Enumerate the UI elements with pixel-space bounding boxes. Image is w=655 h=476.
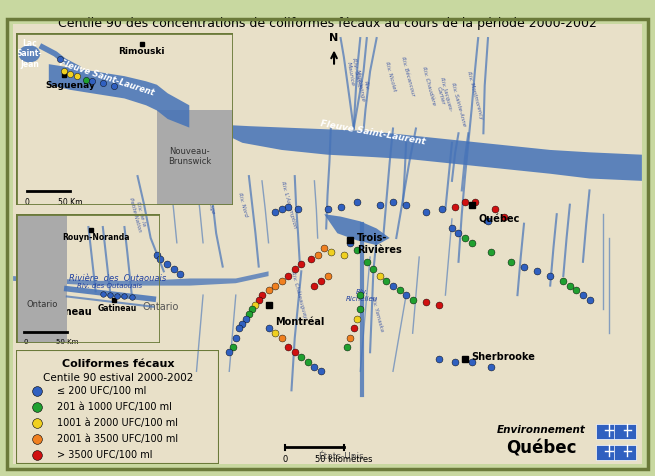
Text: Lac
Saint-
Jean: Lac Saint- Jean <box>16 39 42 69</box>
Text: Riv. Chaudière: Riv. Chaudière <box>421 66 437 106</box>
FancyBboxPatch shape <box>614 424 637 439</box>
FancyBboxPatch shape <box>596 424 618 439</box>
Text: Riv. Châteauguay: Riv. Châteauguay <box>290 271 309 319</box>
Text: Riv. Rouge: Riv. Rouge <box>204 185 215 215</box>
Text: Riv. Saint-
Maurice: Riv. Saint- Maurice <box>346 57 362 90</box>
Text: Riv.
Maskinongé: Riv. Maskinongé <box>355 69 372 103</box>
Text: 1001 à 2000 UFC/100 ml: 1001 à 2000 UFC/100 ml <box>57 418 178 428</box>
Text: Environnement: Environnement <box>496 425 586 435</box>
Text: Riv. Bécancour: Riv. Bécancour <box>400 56 415 97</box>
Polygon shape <box>203 124 642 181</box>
Text: 50 kilomètres: 50 kilomètres <box>315 455 373 464</box>
Text: 2001 à 3500 UFC/100 ml: 2001 à 3500 UFC/100 ml <box>57 434 178 444</box>
Text: États-Unis: États-Unis <box>318 453 364 461</box>
Text: Ontario: Ontario <box>27 300 58 308</box>
Text: Québec: Québec <box>506 440 576 458</box>
Ellipse shape <box>18 45 40 62</box>
Text: Trois-
Rivières: Trois- Rivières <box>357 233 402 255</box>
Text: Riv. Jacques-
Cartier: Riv. Jacques- Cartier <box>434 77 453 113</box>
Text: Riv. des Outaouais: Riv. des Outaouais <box>77 283 143 289</box>
Text: Riv. de la
Petite Nation: Riv. de la Petite Nation <box>128 196 147 233</box>
Polygon shape <box>157 110 233 205</box>
Text: N: N <box>329 33 339 43</box>
Text: Riv. Montmorency: Riv. Montmorency <box>466 70 483 120</box>
Text: Rivière  des  Outaouais: Rivière des Outaouais <box>69 274 166 283</box>
Text: Riv. Nicolet: Riv. Nicolet <box>384 61 397 91</box>
Text: 50 Km: 50 Km <box>58 198 83 207</box>
Text: Centile 90 estival 2000-2002: Centile 90 estival 2000-2002 <box>43 373 193 383</box>
Text: Riv. Nord: Riv. Nord <box>236 192 248 218</box>
Text: Ontario: Ontario <box>142 302 179 312</box>
Text: Riv.
Richelieu: Riv. Richelieu <box>346 288 379 302</box>
Text: Nouveau-
Brunswick: Nouveau- Brunswick <box>168 147 211 167</box>
Text: 0: 0 <box>282 455 288 464</box>
Text: Rouyn-Noranda: Rouyn-Noranda <box>62 234 130 242</box>
Polygon shape <box>13 271 269 286</box>
Polygon shape <box>16 214 67 343</box>
Text: Riv. Yamaska: Riv. Yamaska <box>369 296 384 332</box>
Text: Montréal: Montréal <box>275 317 324 327</box>
Text: Riv. Sainte-Anne: Riv. Sainte-Anne <box>450 82 467 127</box>
Text: 201 à 1000 UFC/100 ml: 201 à 1000 UFC/100 ml <box>57 402 172 412</box>
FancyBboxPatch shape <box>596 445 618 460</box>
Text: Coliformes fécaux: Coliformes fécaux <box>62 359 174 369</box>
Text: Fleuve Saint-Laurent: Fleuve Saint-Laurent <box>59 58 156 98</box>
Text: 0: 0 <box>25 198 29 207</box>
Text: > 3500 UFC/100 ml: > 3500 UFC/100 ml <box>57 450 153 460</box>
Text: Centile 90 des concentrations de coliformes fécaux au cours de la période 2000-2: Centile 90 des concentrations de colifor… <box>58 17 597 30</box>
Text: 0: 0 <box>24 339 28 345</box>
Polygon shape <box>49 64 189 128</box>
Text: Fleuve Saint-Laurent: Fleuve Saint-Laurent <box>320 119 426 147</box>
FancyBboxPatch shape <box>614 445 637 460</box>
Text: Gatineau: Gatineau <box>98 304 137 313</box>
Text: Riv. L'Assomption: Riv. L'Assomption <box>280 180 297 229</box>
Text: Rimouski: Rimouski <box>119 47 165 56</box>
Text: Gatineau: Gatineau <box>43 307 92 317</box>
Text: 50 Km: 50 Km <box>56 339 78 345</box>
Text: Saguenay: Saguenay <box>45 81 96 90</box>
Text: Québec: Québec <box>478 214 519 224</box>
Text: ≤ 200 UFC/100 ml: ≤ 200 UFC/100 ml <box>57 386 146 396</box>
Polygon shape <box>324 214 390 245</box>
Text: Sherbrooke: Sherbrooke <box>472 352 536 362</box>
